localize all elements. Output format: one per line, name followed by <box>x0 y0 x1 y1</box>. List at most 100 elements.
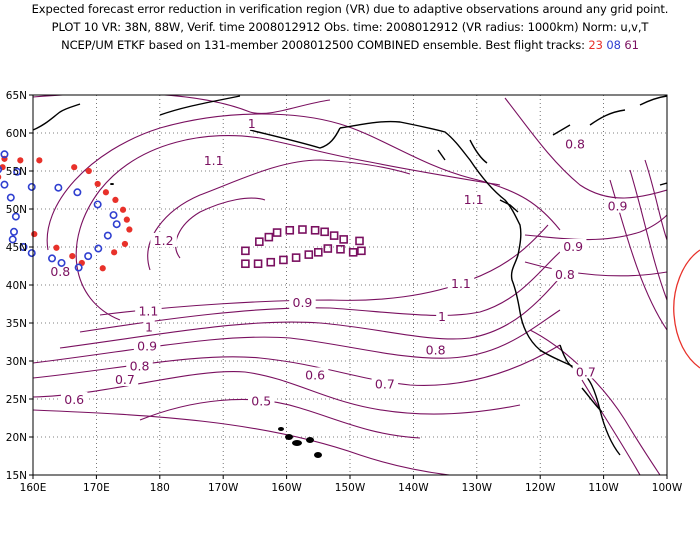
contour-line <box>581 379 641 475</box>
island <box>285 434 293 440</box>
track-61-point <box>266 257 276 267</box>
header: Expected forecast error reduction in ver… <box>0 0 700 78</box>
contour-line <box>75 135 501 321</box>
track-61-point <box>253 259 263 269</box>
coastline <box>499 199 519 213</box>
track-23-point <box>17 157 24 164</box>
contour-line <box>529 329 661 475</box>
island <box>278 427 284 431</box>
lat-tick-label: 15N <box>6 470 27 482</box>
lon-tick-label: 180 <box>150 482 170 494</box>
track-61-point <box>298 225 307 234</box>
title-line-2: PLOT 10 VR: 38N, 88W, Verif. time 200801… <box>51 20 649 34</box>
contour-label: 0.8 <box>50 264 70 279</box>
track-23-point <box>123 216 130 223</box>
lon-tick-label: 130W <box>462 482 493 494</box>
contour-line <box>609 179 667 331</box>
track-23-point <box>94 180 101 188</box>
track-61-point <box>310 225 320 235</box>
contour-line <box>524 214 667 241</box>
contour-label: 0.5 <box>251 393 271 408</box>
lon-tick-label: 160W <box>271 482 302 494</box>
contour-label-bg <box>436 308 448 323</box>
track-08-point <box>48 254 57 263</box>
lat-tick-label: 40N <box>6 280 27 292</box>
contour-label: 1 <box>438 309 446 324</box>
track-61-point <box>357 246 366 256</box>
island <box>110 183 114 185</box>
contour-label: 1.1 <box>204 153 224 168</box>
contour-label-bg <box>245 115 258 130</box>
contour-line <box>175 197 266 259</box>
track-61-point <box>313 248 323 257</box>
track-23-point <box>112 196 119 203</box>
latitude-labels: 65N 60N 55N 50N 45N 40N 35N 30N 25N 20N 15N <box>6 90 27 482</box>
island <box>314 452 322 458</box>
lon-tick-label: 170W <box>208 482 239 494</box>
contour-label: 0.9 <box>563 239 583 254</box>
contour-label-bg <box>460 191 487 206</box>
contour-line <box>644 159 667 241</box>
track-08-point <box>8 235 17 244</box>
track-08-point <box>54 183 63 192</box>
lat-tick-label: 35N <box>6 318 27 330</box>
contour-label: 0.8 <box>426 342 446 357</box>
contour-label-bg <box>301 367 329 382</box>
contour-label: 0.8 <box>130 358 150 373</box>
contour-label-bg <box>150 232 177 247</box>
track-61-label: 61 <box>624 38 639 52</box>
coastline <box>33 103 81 131</box>
track-08-point <box>57 258 66 267</box>
contour-line <box>59 271 566 349</box>
contour-label-bg <box>126 358 153 373</box>
contour-label: 0.8 <box>565 136 585 151</box>
track-08-point <box>109 211 118 220</box>
lat-tick-label: 25N <box>6 394 27 406</box>
contour-label-bg <box>604 198 631 213</box>
track-61-point <box>323 244 333 253</box>
track-23-point <box>126 226 133 233</box>
lon-tick-label: 160E <box>20 482 47 494</box>
contour-label: 0.9 <box>137 339 157 354</box>
coastline <box>159 95 241 116</box>
track-08-point <box>112 220 121 229</box>
track-23-point <box>53 244 60 251</box>
coastline <box>249 127 341 149</box>
track-23-point <box>36 157 43 164</box>
lat-tick-label: 50N <box>6 204 27 216</box>
track-23-point <box>111 249 118 256</box>
lon-tick-label: 150W <box>335 482 366 494</box>
track-08-point <box>9 227 18 236</box>
track-61-point <box>291 253 301 262</box>
track-23-point <box>0 174 2 180</box>
contour-line <box>33 95 331 114</box>
track-61-point <box>329 231 339 240</box>
title-line-1: Expected forecast error reduction in ver… <box>31 2 669 16</box>
contour-labels: 11.11.11.21.10.80.90.90.80.81.110.90.80.… <box>47 115 631 408</box>
contour-line <box>79 251 561 333</box>
track-61-point <box>241 246 250 256</box>
lat-lon-grid <box>29 94 668 479</box>
track-61-point <box>304 250 314 259</box>
contour-label: 0.7 <box>375 377 395 392</box>
track-08-point <box>19 243 28 252</box>
coastline <box>581 387 603 413</box>
lon-tick-label: 110W <box>588 482 619 494</box>
title-line-3: NCEP/UM ETKF based on 131-member 2008012… <box>0 38 700 52</box>
track-08-point <box>27 249 36 258</box>
contour-label-bg <box>561 136 589 151</box>
track-08-point <box>27 182 36 191</box>
plot-frame <box>32 94 668 476</box>
contour-label: 1 <box>145 320 153 335</box>
track-23-point <box>85 167 92 175</box>
contour-line <box>33 371 521 415</box>
contour-line <box>46 113 561 251</box>
track-61-point <box>241 259 250 269</box>
coastline <box>552 124 571 136</box>
contour-line <box>504 97 667 199</box>
lon-tick-label: 170E <box>83 482 110 494</box>
track-08-point <box>94 244 103 253</box>
contour-label: 0.6 <box>305 367 325 382</box>
contour-label: 0.9 <box>293 295 313 310</box>
